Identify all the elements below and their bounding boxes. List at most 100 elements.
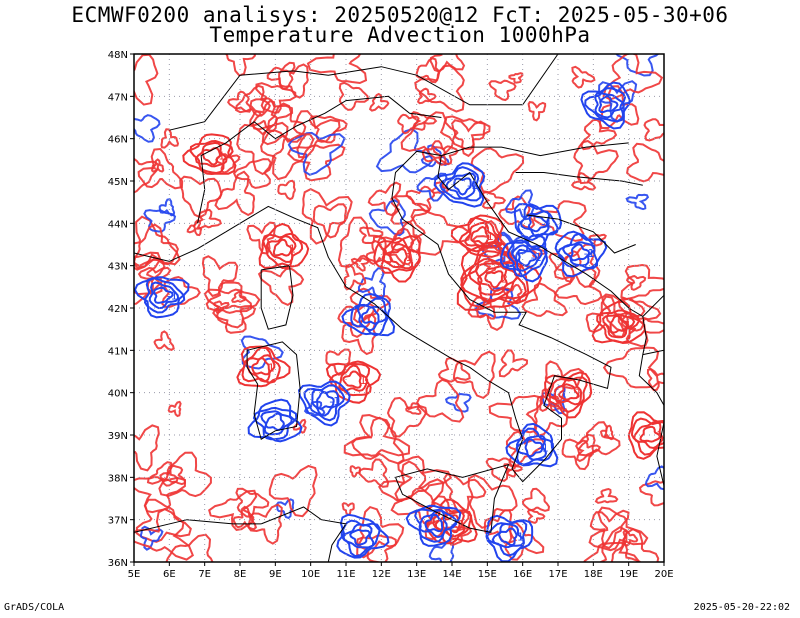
contour-line: [350, 257, 370, 272]
contour-line: [386, 396, 428, 438]
contour-ring: [245, 354, 276, 383]
contour-line: [231, 290, 247, 303]
contour-line: [225, 54, 256, 77]
contour-line: [134, 157, 160, 194]
contour-line: [260, 129, 315, 181]
contour-line: [533, 200, 587, 242]
contour-ring: [439, 166, 482, 202]
contour-line: [165, 533, 214, 562]
contour-ring: [380, 236, 421, 274]
coastline: [515, 172, 643, 186]
x-tick-label: 13E: [407, 569, 426, 580]
contour-ring: [148, 281, 180, 310]
contour-line: [146, 461, 179, 487]
contour-ring: [639, 425, 661, 443]
contour-ring: [598, 95, 619, 113]
contour-labels: 2 1 -1 -1 -1 -1 -1 1 1 -1 -1 1 1 -1 1 1 1 1 1: [167, 150, 664, 544]
contour-line: [583, 526, 640, 562]
contour-ring: [517, 248, 538, 267]
contour-line: [276, 498, 295, 520]
contour-line: [573, 139, 619, 185]
x-tick-label: 9E: [269, 569, 282, 580]
contour-line: [526, 509, 546, 524]
x-tick-label: 12E: [372, 569, 391, 580]
contour-line: [208, 489, 258, 531]
contour-ring: [433, 162, 486, 208]
x-tick-label: 11E: [336, 569, 355, 580]
contour-ring: [251, 357, 271, 376]
chart-title-line-1: ECMWF0200 analisys: 20250520@12 FcT: 202…: [71, 3, 729, 27]
contour-ring: [596, 309, 641, 344]
contour-line: [151, 158, 165, 173]
contour-ring: [584, 87, 627, 123]
contour-ring: [388, 248, 408, 268]
contour-line: [135, 498, 192, 543]
contour-line: [192, 208, 223, 230]
contour-ring: [497, 527, 518, 547]
contour-ring: [485, 514, 534, 562]
x-tick-label: 14E: [442, 569, 461, 580]
contour-ring: [134, 276, 190, 319]
contour-line: [626, 142, 664, 183]
contour-line: [488, 394, 544, 434]
contour-line: [134, 54, 159, 106]
contour-ring: [425, 498, 478, 544]
x-tick-label: 5E: [128, 569, 141, 580]
contour-ring: [511, 244, 543, 272]
contour-line: [498, 195, 536, 229]
contour-value-label: 1: [487, 230, 494, 243]
contour-line: [580, 118, 618, 151]
contour-line: [186, 219, 203, 237]
contour-line: [356, 505, 405, 559]
contour-ring: [570, 243, 591, 262]
y-tick-label: 38N: [108, 473, 128, 484]
contour-line: [349, 465, 361, 478]
x-tick-label: 7E: [198, 569, 211, 580]
contour-ring: [456, 240, 543, 311]
contour-value-label: 2: [501, 272, 508, 285]
contour-line: [620, 263, 664, 301]
contour-ring: [594, 92, 625, 119]
coastline: [134, 519, 262, 533]
x-tick-label: 20E: [654, 569, 673, 580]
contour-line: [134, 223, 179, 269]
contour-ring: [544, 371, 593, 419]
contour-line: [508, 72, 524, 84]
contour-value-label: -1: [531, 251, 542, 264]
contour-ring: [630, 417, 664, 456]
contour-line: [488, 79, 517, 102]
contour-line: [533, 394, 569, 437]
contour-line: [498, 349, 529, 378]
contour-ring: [328, 362, 372, 397]
coastline: [526, 214, 636, 254]
contour-line: [203, 288, 261, 329]
contour-line: [246, 221, 277, 255]
contour-line: [483, 509, 514, 544]
coastline: [169, 54, 559, 131]
contour-line: [601, 293, 646, 332]
contour-line: [158, 451, 212, 498]
contour-ring: [432, 507, 473, 545]
contour-ring: [194, 141, 228, 168]
contour-line: [349, 287, 392, 324]
contour-ring: [562, 241, 595, 267]
contour-line: [643, 118, 664, 142]
contour-ring: [458, 216, 503, 253]
contour-line: [432, 145, 459, 166]
contour-line: [452, 350, 496, 400]
footer-software: GrADS/COLA: [4, 602, 65, 613]
contour-ring: [143, 276, 186, 314]
y-tick-label: 42N: [108, 304, 128, 315]
contour-line: [521, 487, 551, 512]
contour-line: [589, 509, 630, 550]
contour-line: [214, 170, 256, 217]
contour-value-label: 1: [360, 374, 367, 387]
contour-line: [602, 54, 664, 101]
contour-ring: [311, 388, 340, 417]
contour-line: [410, 111, 438, 131]
contour-value-label: -1: [538, 442, 549, 455]
contour-value-label: 1: [575, 387, 582, 400]
contour-line: [287, 143, 346, 182]
y-tick-label: 45N: [108, 177, 128, 188]
contour-line: [351, 416, 405, 465]
